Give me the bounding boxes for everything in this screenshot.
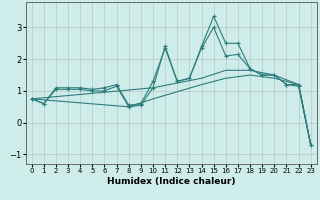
X-axis label: Humidex (Indice chaleur): Humidex (Indice chaleur) xyxy=(107,177,236,186)
